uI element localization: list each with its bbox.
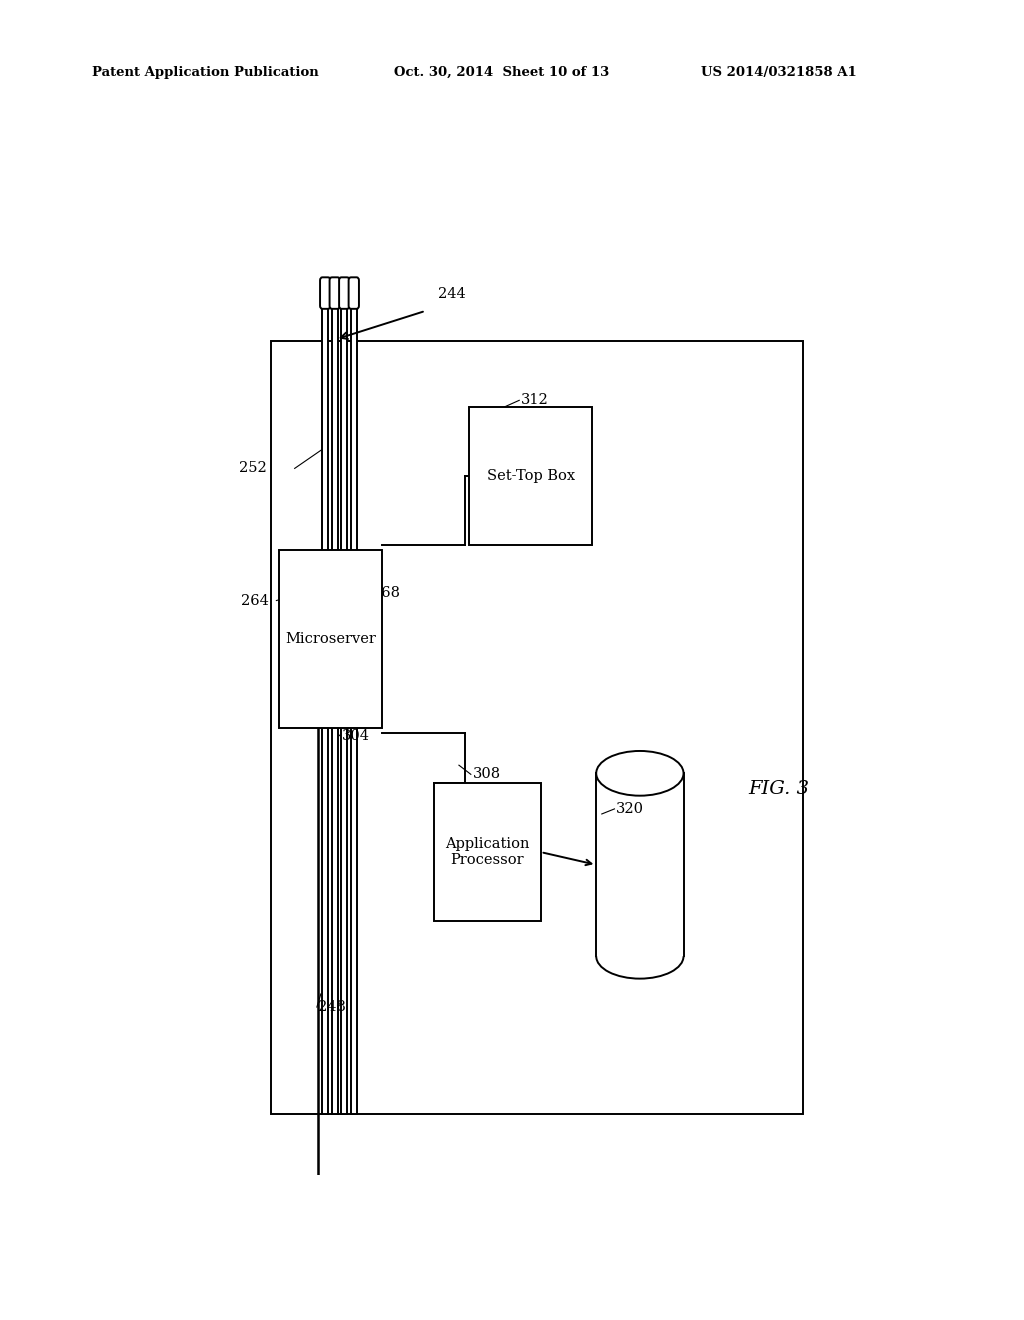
Text: 252: 252 (240, 462, 267, 475)
FancyBboxPatch shape (339, 277, 349, 309)
Text: 308: 308 (472, 767, 501, 781)
Bar (341, 280, 347, 1114)
Bar (279, 549, 382, 727)
Text: Microserver: Microserver (285, 632, 376, 645)
Bar (332, 280, 338, 1114)
Text: 248: 248 (318, 1001, 346, 1014)
Bar (469, 408, 592, 545)
FancyBboxPatch shape (330, 277, 340, 309)
Bar (270, 342, 803, 1114)
Text: 268: 268 (372, 586, 399, 601)
Text: Application
Processor: Application Processor (444, 837, 529, 867)
Text: Set-Top Box: Set-Top Box (486, 469, 574, 483)
Text: 244: 244 (437, 286, 465, 301)
Text: Patent Application Publication: Patent Application Publication (92, 66, 318, 79)
Bar (351, 280, 356, 1114)
Bar (323, 280, 328, 1114)
Text: 264: 264 (241, 594, 268, 607)
Text: FIG. 3: FIG. 3 (749, 780, 809, 797)
Text: 320: 320 (616, 801, 644, 816)
Bar (433, 784, 541, 921)
FancyBboxPatch shape (321, 277, 331, 309)
FancyBboxPatch shape (348, 277, 359, 309)
Text: 304: 304 (341, 729, 370, 743)
Ellipse shape (596, 751, 684, 796)
Text: US 2014/0321858 A1: US 2014/0321858 A1 (701, 66, 857, 79)
Text: Oct. 30, 2014  Sheet 10 of 13: Oct. 30, 2014 Sheet 10 of 13 (394, 66, 609, 79)
Text: 312: 312 (521, 393, 549, 408)
